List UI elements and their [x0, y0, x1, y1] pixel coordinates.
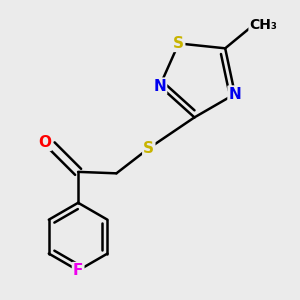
Text: F: F [73, 263, 83, 278]
Text: S: S [143, 141, 154, 156]
Text: CH₃: CH₃ [250, 18, 278, 32]
Text: N: N [153, 79, 166, 94]
Text: S: S [173, 36, 184, 51]
Text: O: O [38, 135, 51, 150]
Text: N: N [229, 86, 241, 101]
